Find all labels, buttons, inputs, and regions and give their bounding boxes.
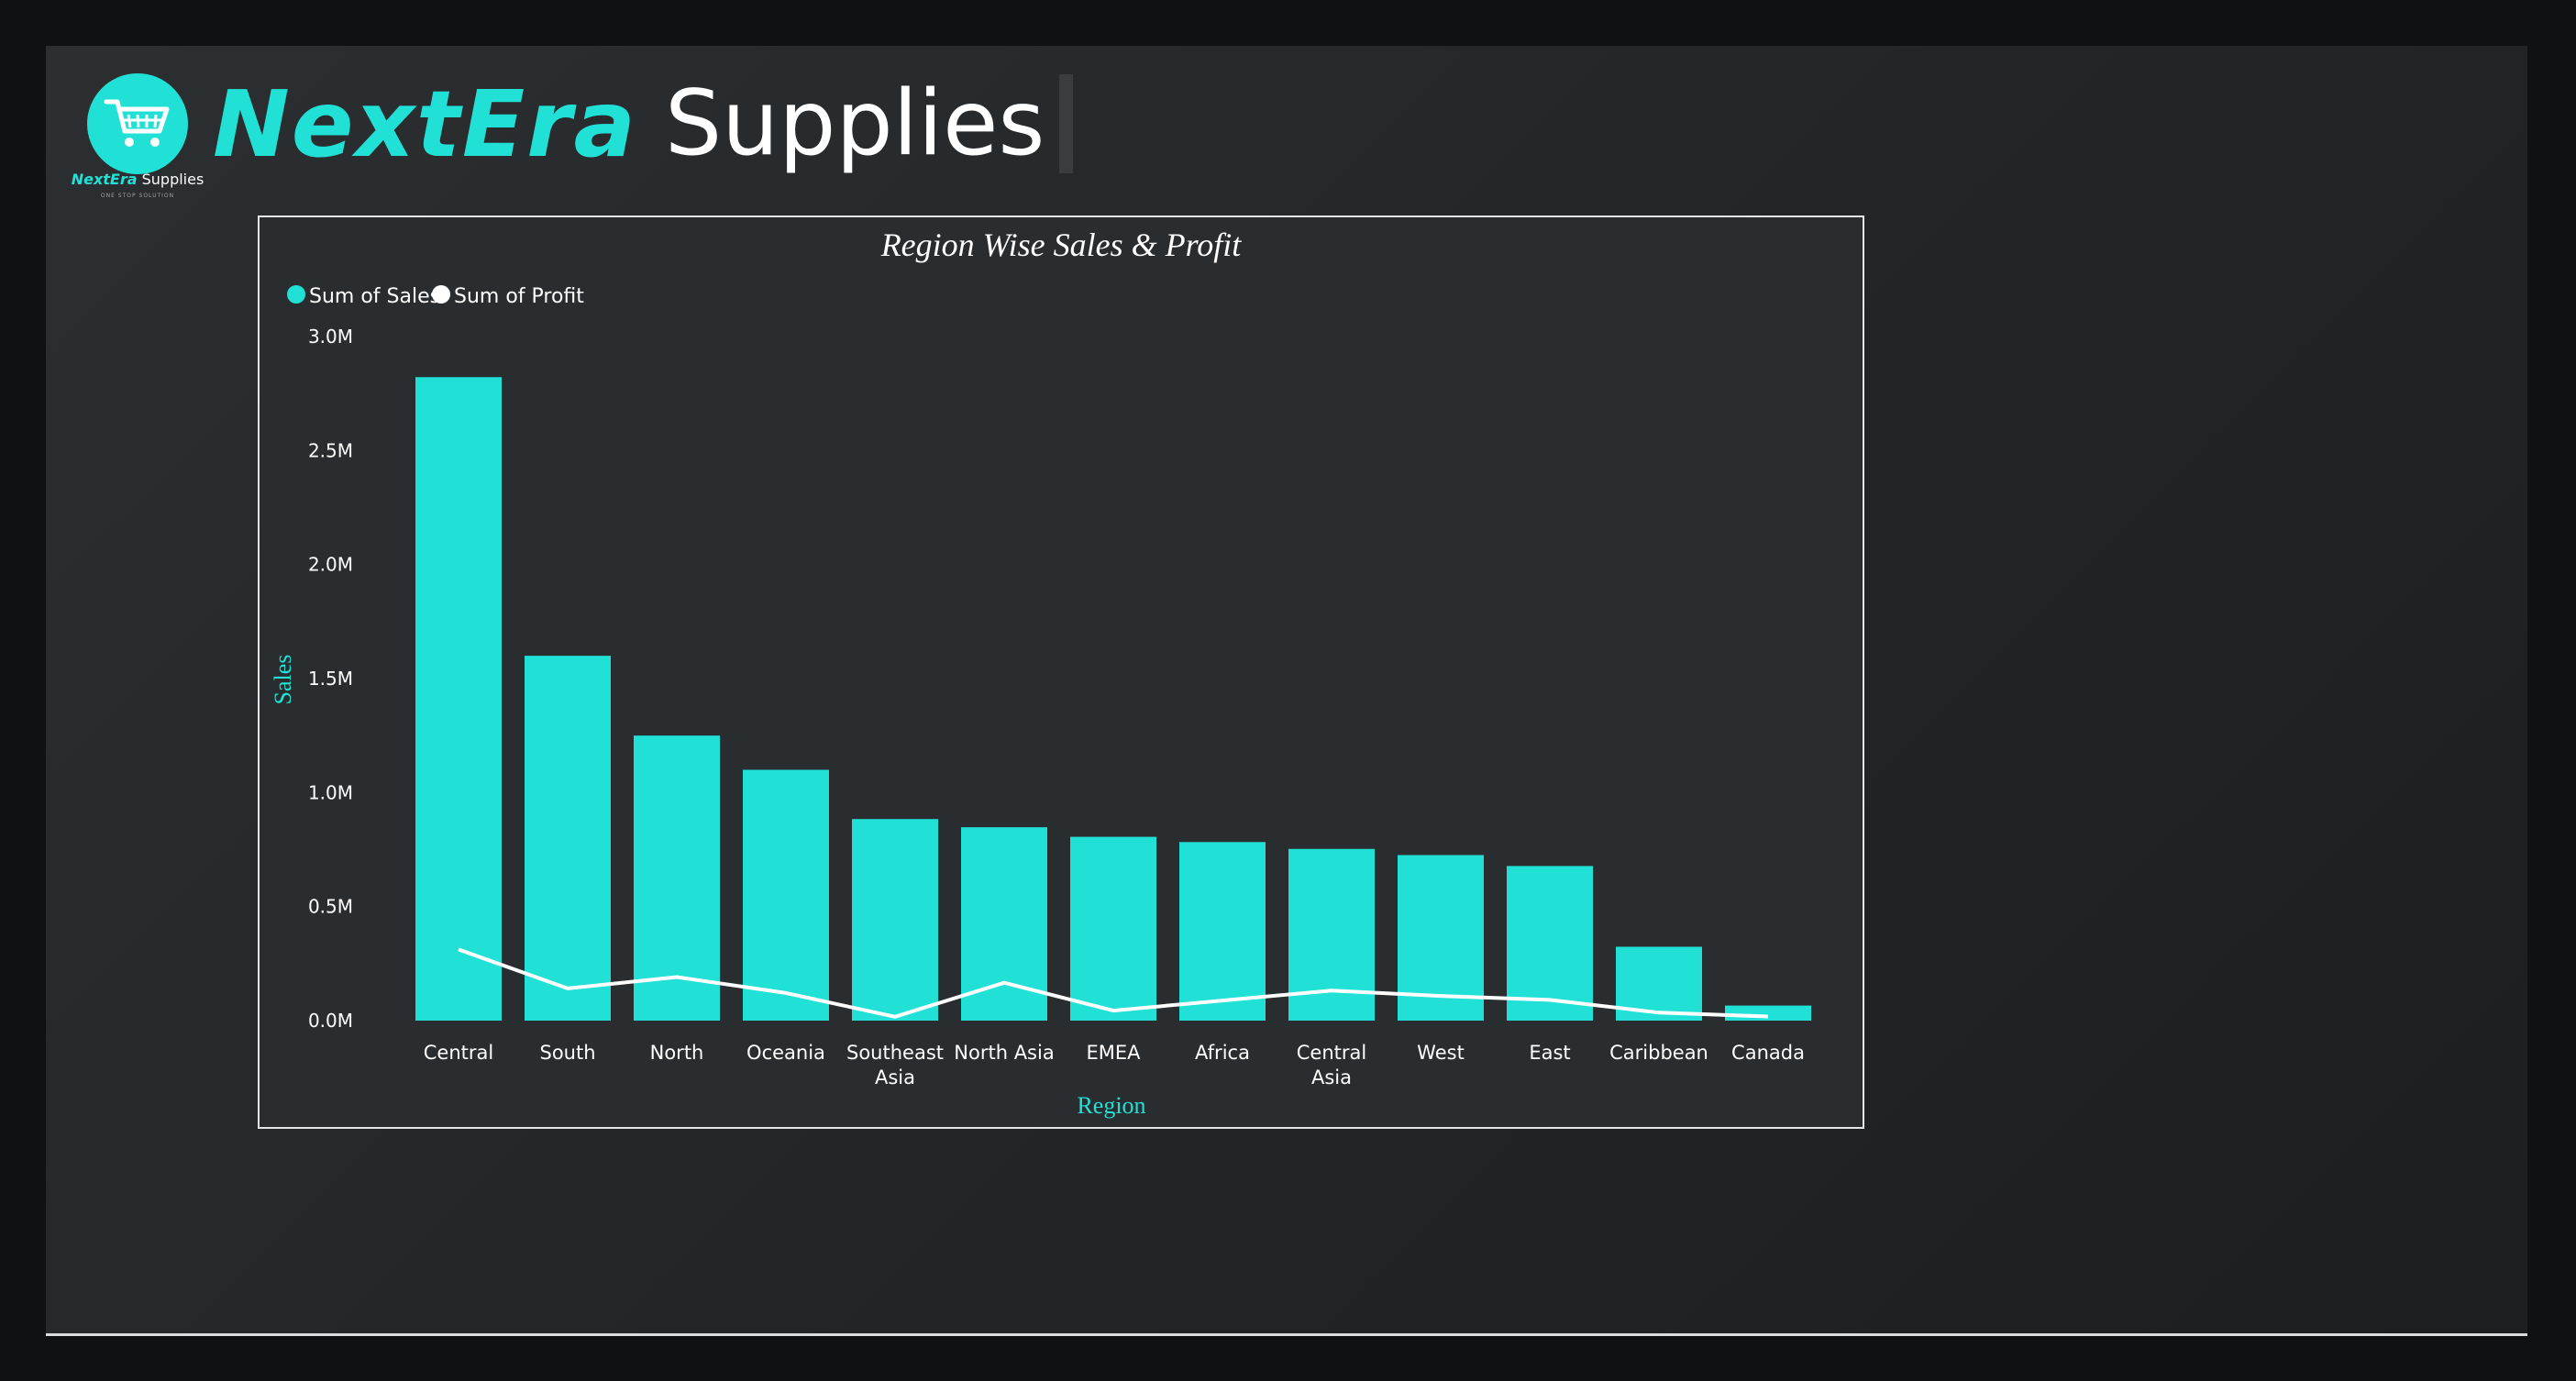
company-logo: NextEra Supplies ONE STOP SOLUTION bbox=[64, 72, 211, 209]
report-title: NextEra Supplies bbox=[213, 64, 1074, 183]
y-tick-label: 1.5M bbox=[308, 668, 353, 690]
logo-wordmark-main: Supplies bbox=[137, 171, 205, 188]
profit-line bbox=[458, 947, 1769, 1019]
logo-wordmark-accent: NextEra bbox=[71, 171, 138, 188]
region-sales-profit-chart[interactable]: Region Wise Sales & Profit Sum of Sales … bbox=[258, 215, 1864, 1129]
sales-bar[interactable] bbox=[415, 377, 502, 1021]
shopping-cart-icon bbox=[104, 99, 170, 147]
sales-bar[interactable] bbox=[852, 819, 938, 1021]
legend-marker-profit bbox=[432, 285, 450, 304]
x-axis-ticks: Central South North Oceania Southeast Asia Nor… bbox=[424, 1042, 1805, 1088]
x-tick-label: West bbox=[1417, 1042, 1465, 1064]
y-tick-label: 3.0M bbox=[308, 326, 353, 348]
y-tick-label: 1.0M bbox=[308, 781, 353, 803]
x-tick-label: Central bbox=[424, 1042, 493, 1064]
logo-wordmark: NextEra Supplies bbox=[64, 171, 211, 188]
x-tick-label: Africa bbox=[1195, 1042, 1250, 1064]
x-tick-label: North Asia bbox=[954, 1042, 1054, 1064]
logo-tagline: ONE STOP SOLUTION bbox=[100, 193, 175, 199]
sales-bar[interactable] bbox=[1070, 836, 1156, 1021]
sales-bar[interactable] bbox=[743, 769, 829, 1021]
brand-accent-text: NextEra bbox=[213, 70, 637, 178]
x-tick-label: Central Asia bbox=[1297, 1042, 1366, 1088]
y-tick-label: 2.0M bbox=[308, 554, 353, 576]
chart-title: Region Wise Sales & Profit bbox=[880, 226, 1243, 263]
y-tick-label: 0.5M bbox=[308, 896, 353, 918]
sales-bar[interactable] bbox=[1179, 842, 1266, 1021]
x-axis-title: Region bbox=[1077, 1092, 1145, 1119]
canvas-bottom-border bbox=[46, 1333, 2527, 1336]
x-tick-label: South bbox=[539, 1042, 595, 1064]
sales-bar[interactable] bbox=[1725, 1005, 1811, 1021]
y-tick-label: 0.0M bbox=[308, 1010, 353, 1032]
y-axis-title: Sales bbox=[270, 655, 296, 705]
legend-marker-sales bbox=[287, 285, 305, 304]
brand-main-text: Supplies bbox=[664, 72, 1045, 176]
x-tick-label: Canada bbox=[1731, 1042, 1805, 1064]
title-bar-decoration bbox=[1059, 74, 1074, 173]
logo-badge bbox=[87, 73, 188, 174]
x-tick-label: North bbox=[650, 1042, 704, 1064]
x-tick-label: Southeast Asia bbox=[846, 1042, 944, 1088]
x-tick-label: Caribbean bbox=[1609, 1042, 1708, 1064]
sales-bars bbox=[415, 377, 1811, 1021]
y-tick-label: 2.5M bbox=[308, 439, 353, 461]
chart-legend[interactable]: Sum of Sales Sum of Profit bbox=[287, 285, 584, 308]
sales-bar[interactable] bbox=[634, 735, 720, 1021]
sales-bar[interactable] bbox=[525, 656, 611, 1021]
legend-label-profit[interactable]: Sum of Profit bbox=[454, 285, 584, 308]
y-axis-ticks: 0.0M 0.5M 1.0M 1.5M 2.0M 2.5M 3.0M bbox=[308, 326, 353, 1032]
x-tick-label: EMEA bbox=[1086, 1042, 1141, 1064]
x-tick-label: East bbox=[1529, 1042, 1570, 1064]
legend-label-sales[interactable]: Sum of Sales bbox=[309, 285, 440, 308]
sales-bar[interactable] bbox=[1507, 866, 1593, 1021]
x-tick-label: Oceania bbox=[746, 1042, 825, 1064]
chart-svg: Region Wise Sales & Profit Sum of Sales … bbox=[260, 217, 1863, 1127]
